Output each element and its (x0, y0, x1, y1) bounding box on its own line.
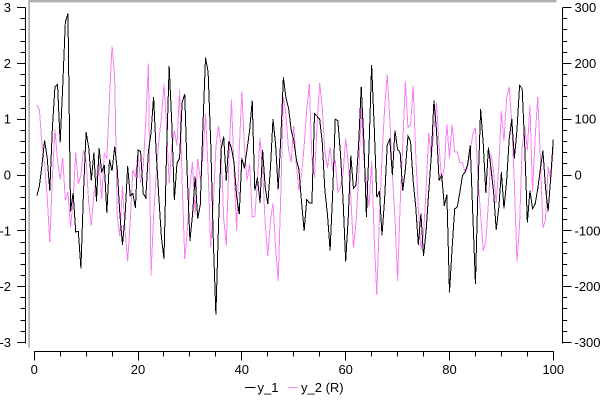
svg-text:300: 300 (575, 0, 597, 15)
svg-text:200: 200 (575, 56, 597, 71)
svg-text:0: 0 (31, 362, 38, 377)
svg-text:20: 20 (131, 362, 145, 377)
svg-text:0: 0 (575, 168, 582, 183)
svg-text:100: 100 (575, 112, 597, 127)
svg-text:-200: -200 (575, 279, 600, 294)
svg-text:y_2 (R): y_2 (R) (301, 380, 344, 395)
svg-text:-1: -1 (0, 223, 11, 238)
svg-text:40: 40 (235, 362, 249, 377)
svg-text:60: 60 (338, 362, 352, 377)
svg-text:-3: -3 (0, 335, 11, 350)
svg-text:-300: -300 (575, 335, 600, 350)
svg-text:-2: -2 (0, 279, 11, 294)
svg-text:3: 3 (4, 0, 11, 15)
svg-text:-100: -100 (575, 223, 600, 238)
svg-text:1: 1 (4, 112, 11, 127)
svg-text:0: 0 (4, 168, 11, 183)
svg-text:80: 80 (442, 362, 456, 377)
svg-text:y_1: y_1 (258, 380, 279, 395)
svg-text:2: 2 (4, 56, 11, 71)
svg-text:100: 100 (542, 362, 564, 377)
